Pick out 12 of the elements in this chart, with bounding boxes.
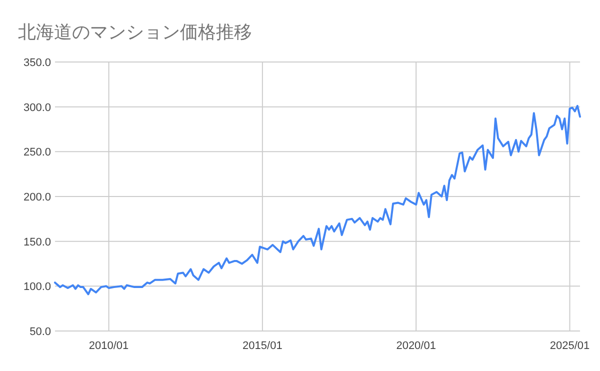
- y-tick-label: 200.0: [23, 192, 51, 204]
- y-tick-label: 150.0: [23, 236, 51, 248]
- x-tick-label: 2015/01: [242, 340, 282, 352]
- x-tick-label: 2010/01: [88, 340, 129, 352]
- x-tick-label: 2020/01: [396, 340, 436, 352]
- y-tick-label: 250.0: [23, 146, 51, 159]
- x-tick-label: 2025/01: [550, 340, 590, 352]
- y-tick-label: 50.0: [30, 326, 51, 338]
- y-tick-label: 100.0: [23, 281, 51, 294]
- chart-title: 北海道のマンション価格推移: [18, 22, 252, 42]
- y-tick-label: 300.0: [23, 102, 51, 114]
- y-tick-label: 350.0: [23, 57, 51, 69]
